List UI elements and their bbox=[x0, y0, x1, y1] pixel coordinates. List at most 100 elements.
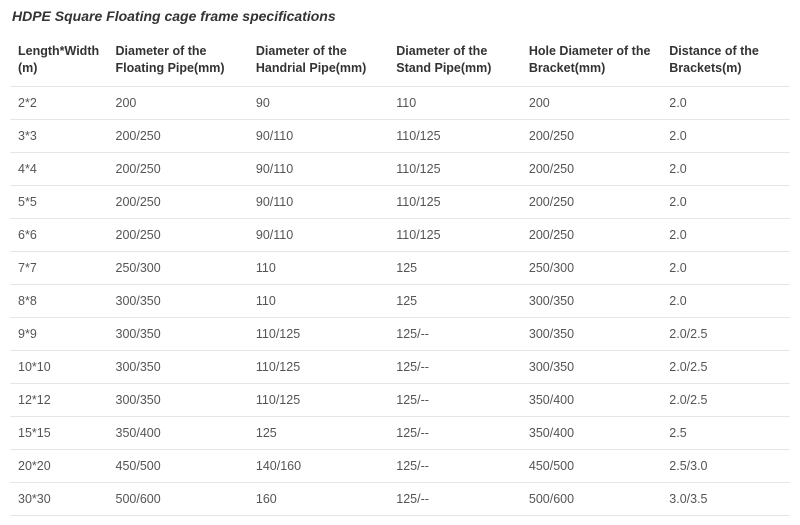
table-cell: 2.5 bbox=[661, 416, 790, 449]
table-cell: 90/110 bbox=[248, 185, 388, 218]
table-row: 15*15350/400125125/--350/4002.5 bbox=[10, 416, 790, 449]
table-cell: 200/250 bbox=[108, 152, 248, 185]
table-cell: 200/250 bbox=[108, 218, 248, 251]
table-cell: 300/350 bbox=[521, 317, 661, 350]
table-cell: 250/300 bbox=[521, 251, 661, 284]
table-cell: 125/-- bbox=[388, 416, 521, 449]
table-cell: 12*12 bbox=[10, 383, 108, 416]
table-cell: 300/350 bbox=[521, 350, 661, 383]
page-title: HDPE Square Floating cage frame specific… bbox=[12, 8, 790, 24]
table-cell: 500/600 bbox=[108, 482, 248, 515]
table-row: 5*5200/25090/110110/125200/2502.0 bbox=[10, 185, 790, 218]
table-cell: 200 bbox=[521, 86, 661, 119]
table-cell: 110/125 bbox=[388, 152, 521, 185]
col-header: Distance of the Brackets(m) bbox=[661, 34, 790, 86]
table-cell: 200/250 bbox=[521, 119, 661, 152]
table-row: 2*2200901102002.0 bbox=[10, 86, 790, 119]
table-cell: 4*4 bbox=[10, 152, 108, 185]
table-cell: 350/400 bbox=[108, 416, 248, 449]
table-cell: 300/350 bbox=[108, 284, 248, 317]
table-row: 12*12300/350110/125125/--350/4002.0/2.5 bbox=[10, 383, 790, 416]
table-cell: 200 bbox=[108, 86, 248, 119]
col-header: Length*Width(m) bbox=[10, 34, 108, 86]
table-cell: 2.0 bbox=[661, 218, 790, 251]
table-cell: 110/125 bbox=[248, 317, 388, 350]
table-cell: 125/-- bbox=[388, 449, 521, 482]
table-cell: 2.0/2.5 bbox=[661, 350, 790, 383]
table-cell: 300/350 bbox=[108, 317, 248, 350]
table-cell: 125/-- bbox=[388, 350, 521, 383]
table-cell: 450/500 bbox=[108, 449, 248, 482]
table-cell: 90/110 bbox=[248, 119, 388, 152]
spec-table: Length*Width(m) Diameter of the Floating… bbox=[10, 34, 790, 516]
table-cell: 8*8 bbox=[10, 284, 108, 317]
table-row: 30*30500/600160125/--500/6003.0/3.5 bbox=[10, 482, 790, 515]
table-cell: 300/350 bbox=[108, 383, 248, 416]
table-cell: 125/-- bbox=[388, 383, 521, 416]
table-cell: 3*3 bbox=[10, 119, 108, 152]
table-cell: 110/125 bbox=[388, 119, 521, 152]
table-row: 6*6200/25090/110110/125200/2502.0 bbox=[10, 218, 790, 251]
table-cell: 10*10 bbox=[10, 350, 108, 383]
table-row: 8*8300/350110125300/3502.0 bbox=[10, 284, 790, 317]
table-cell: 125 bbox=[388, 251, 521, 284]
table-cell: 30*30 bbox=[10, 482, 108, 515]
col-header: Diameter of the Handrial Pipe(mm) bbox=[248, 34, 388, 86]
table-cell: 200/250 bbox=[521, 218, 661, 251]
col-header: Diameter of the Floating Pipe(mm) bbox=[108, 34, 248, 86]
table-cell: 250/300 bbox=[108, 251, 248, 284]
col-header: Hole Diameter of the Bracket(mm) bbox=[521, 34, 661, 86]
table-cell: 350/400 bbox=[521, 416, 661, 449]
table-cell: 160 bbox=[248, 482, 388, 515]
table-cell: 7*7 bbox=[10, 251, 108, 284]
table-cell: 110 bbox=[248, 251, 388, 284]
table-cell: 350/400 bbox=[521, 383, 661, 416]
table-cell: 125/-- bbox=[388, 317, 521, 350]
table-cell: 6*6 bbox=[10, 218, 108, 251]
table-head: Length*Width(m) Diameter of the Floating… bbox=[10, 34, 790, 86]
table-cell: 2.0 bbox=[661, 119, 790, 152]
table-cell: 2.0 bbox=[661, 86, 790, 119]
table-cell: 90 bbox=[248, 86, 388, 119]
table-row: 4*4200/25090/110110/125200/2502.0 bbox=[10, 152, 790, 185]
table-row: 9*9300/350110/125125/--300/3502.0/2.5 bbox=[10, 317, 790, 350]
table-cell: 90/110 bbox=[248, 152, 388, 185]
table-cell: 200/250 bbox=[521, 152, 661, 185]
table-cell: 200/250 bbox=[108, 185, 248, 218]
table-cell: 2.0 bbox=[661, 185, 790, 218]
table-cell: 110 bbox=[388, 86, 521, 119]
spec-container: HDPE Square Floating cage frame specific… bbox=[0, 0, 800, 524]
table-cell: 2.5/3.0 bbox=[661, 449, 790, 482]
table-cell: 2.0/2.5 bbox=[661, 317, 790, 350]
table-cell: 90/110 bbox=[248, 218, 388, 251]
table-cell: 110/125 bbox=[388, 218, 521, 251]
table-cell: 20*20 bbox=[10, 449, 108, 482]
table-cell: 500/600 bbox=[521, 482, 661, 515]
table-cell: 15*15 bbox=[10, 416, 108, 449]
table-cell: 2*2 bbox=[10, 86, 108, 119]
table-cell: 3.0/3.5 bbox=[661, 482, 790, 515]
table-cell: 2.0/2.5 bbox=[661, 383, 790, 416]
header-row: Length*Width(m) Diameter of the Floating… bbox=[10, 34, 790, 86]
table-row: 7*7250/300110125250/3002.0 bbox=[10, 251, 790, 284]
table-cell: 9*9 bbox=[10, 317, 108, 350]
table-cell: 110/125 bbox=[248, 383, 388, 416]
table-row: 3*3200/25090/110110/125200/2502.0 bbox=[10, 119, 790, 152]
table-cell: 2.0 bbox=[661, 152, 790, 185]
table-cell: 2.0 bbox=[661, 251, 790, 284]
table-cell: 125 bbox=[248, 416, 388, 449]
table-row: 10*10300/350110/125125/--300/3502.0/2.5 bbox=[10, 350, 790, 383]
col-header: Diameter of the Stand Pipe(mm) bbox=[388, 34, 521, 86]
table-body: 2*2200901102002.03*3200/25090/110110/125… bbox=[10, 86, 790, 515]
table-cell: 140/160 bbox=[248, 449, 388, 482]
table-cell: 300/350 bbox=[108, 350, 248, 383]
table-cell: 125 bbox=[388, 284, 521, 317]
table-row: 20*20450/500140/160125/--450/5002.5/3.0 bbox=[10, 449, 790, 482]
table-cell: 200/250 bbox=[521, 185, 661, 218]
table-cell: 300/350 bbox=[521, 284, 661, 317]
table-cell: 5*5 bbox=[10, 185, 108, 218]
table-cell: 450/500 bbox=[521, 449, 661, 482]
table-cell: 2.0 bbox=[661, 284, 790, 317]
table-cell: 110/125 bbox=[388, 185, 521, 218]
table-cell: 110/125 bbox=[248, 350, 388, 383]
